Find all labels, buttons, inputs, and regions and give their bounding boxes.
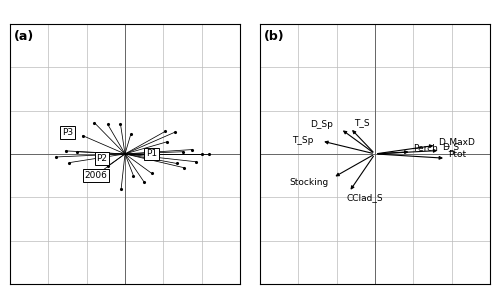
Text: P3: P3 <box>62 128 73 137</box>
Text: D_MaxD: D_MaxD <box>438 137 475 146</box>
Text: P1: P1 <box>146 149 158 158</box>
Text: P2: P2 <box>96 154 108 163</box>
Text: CClad_S: CClad_S <box>346 193 383 202</box>
Text: (b): (b) <box>264 30 284 43</box>
Text: (a): (a) <box>14 30 34 43</box>
Text: 2006: 2006 <box>85 171 108 180</box>
Text: Ptot: Ptot <box>448 150 466 159</box>
Text: Perch: Perch <box>414 144 438 153</box>
Text: Stocking: Stocking <box>290 178 329 187</box>
Text: D_Sp: D_Sp <box>310 120 333 129</box>
Text: D_S: D_S <box>442 142 459 152</box>
Text: T_Sp: T_Sp <box>292 136 314 144</box>
Text: T_S: T_S <box>354 118 370 127</box>
